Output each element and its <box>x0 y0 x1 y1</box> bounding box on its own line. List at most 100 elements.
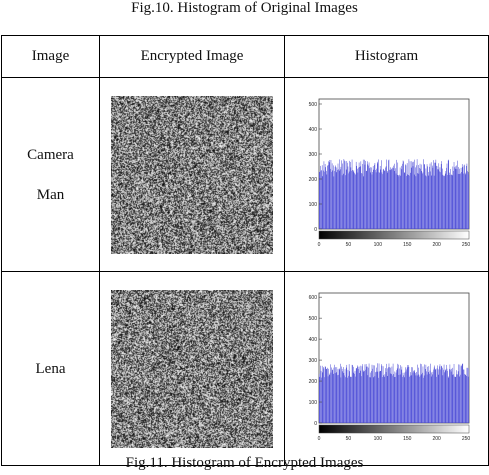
histogram-bar <box>459 364 460 423</box>
histogram-bar <box>414 166 416 229</box>
histogram-bar <box>359 165 361 229</box>
histogram-bar <box>457 370 458 423</box>
histogram-bar <box>398 174 400 229</box>
histogram-bar <box>370 171 371 229</box>
histogram-bar <box>399 373 400 423</box>
histogram-bar <box>438 365 440 423</box>
histogram-bar <box>436 364 438 423</box>
histogram-bar <box>333 170 335 229</box>
histogram-bar <box>458 168 460 229</box>
histogram-bar <box>335 371 336 423</box>
y-tick-label: 200 <box>308 177 317 183</box>
histogram-bar <box>466 170 468 229</box>
histogram-bar <box>347 369 348 423</box>
histogram-bar <box>410 167 411 229</box>
histogram-bar <box>331 369 333 423</box>
x-tick-label: 50 <box>345 242 351 248</box>
histogram-bar <box>392 165 394 229</box>
histogram-bar <box>356 364 358 423</box>
histogram-bar <box>391 168 392 229</box>
histogram-bar <box>351 169 353 229</box>
histogram-bar <box>419 375 420 423</box>
histogram-bar <box>386 170 387 229</box>
histogram-bar <box>455 369 457 423</box>
histogram-bar <box>394 167 396 229</box>
histogram-bar <box>459 172 461 229</box>
figure-caption-top: Fig.10. Histogram of Original Images <box>131 0 358 16</box>
histogram-bar <box>330 367 332 423</box>
histogram-bar <box>351 364 352 423</box>
histogram-bar <box>340 376 341 423</box>
histogram-bar <box>406 364 408 423</box>
histogram-bar <box>348 370 350 423</box>
histogram-bar <box>414 159 415 229</box>
histogram-bar <box>387 366 389 423</box>
histogram-bar <box>439 369 441 423</box>
histogram-bar <box>446 163 447 229</box>
histogram-bar <box>365 366 367 423</box>
histogram-bar <box>412 161 414 229</box>
histogram-bar <box>389 169 390 229</box>
histogram-bar <box>403 171 404 229</box>
histogram-bar <box>462 362 463 423</box>
histogram-bar <box>429 363 431 423</box>
histogram-bar <box>432 167 433 229</box>
y-tick-label: 300 <box>308 152 317 158</box>
histogram-bar <box>349 376 351 423</box>
histogram-bar <box>397 162 398 229</box>
histogram-bar <box>334 165 336 229</box>
histogram-cell: 0 100 200 300 400 500 600 0 50 100 150 200 250 <box>284 271 489 466</box>
histogram-bar <box>346 377 348 423</box>
histogram-bar <box>463 165 464 229</box>
y-tick-label: 0 <box>314 227 317 233</box>
histogram-bar <box>387 367 388 423</box>
histogram-bar <box>404 372 405 423</box>
histogram-bar <box>467 376 468 423</box>
histogram-bar <box>389 373 390 423</box>
histogram-bar <box>399 167 400 229</box>
histogram-bar <box>320 170 321 229</box>
histogram-bar <box>340 159 342 229</box>
histogram-bar <box>327 368 329 423</box>
histogram-bar <box>397 364 399 423</box>
histogram-bar <box>375 171 376 229</box>
histogram-bar <box>458 375 460 423</box>
histogram-bar <box>359 370 361 423</box>
y-tick-label: 400 <box>308 127 317 133</box>
histogram-bar <box>405 371 406 423</box>
histogram-bar <box>442 374 443 423</box>
histogram-bar <box>369 372 370 423</box>
histogram-bar <box>406 366 407 423</box>
histogram-bar <box>421 173 423 229</box>
histogram-bar <box>463 373 465 423</box>
histogram-bar <box>326 368 327 423</box>
histogram-bar <box>385 159 387 229</box>
histogram-bar <box>394 376 396 423</box>
histogram-bar <box>377 377 379 423</box>
histogram-bar <box>395 369 397 423</box>
histogram-bar <box>343 159 345 229</box>
histogram-bar <box>337 168 339 229</box>
histogram-bar <box>348 171 349 229</box>
histogram-bar <box>418 173 419 229</box>
histogram-bar <box>395 172 396 229</box>
histogram-bar <box>335 171 336 229</box>
histogram-bar <box>343 372 344 423</box>
histogram-bar <box>438 170 440 229</box>
histogram-bar <box>462 368 464 423</box>
histogram-bar <box>460 171 462 229</box>
histogram-bar <box>339 363 341 423</box>
histogram-bar <box>423 163 424 229</box>
histogram-bar <box>350 376 351 423</box>
histogram-bar <box>408 376 410 423</box>
histogram-bar <box>352 366 353 423</box>
histogram-bar <box>394 370 395 423</box>
histogram-bar <box>398 374 399 423</box>
histogram-bar <box>332 373 334 423</box>
histogram-bar <box>381 173 383 229</box>
histogram-bar <box>422 171 423 229</box>
histogram-bar <box>345 169 346 229</box>
histogram-bar <box>389 367 391 423</box>
histogram-bar <box>342 366 344 423</box>
histogram-bar <box>360 375 362 423</box>
